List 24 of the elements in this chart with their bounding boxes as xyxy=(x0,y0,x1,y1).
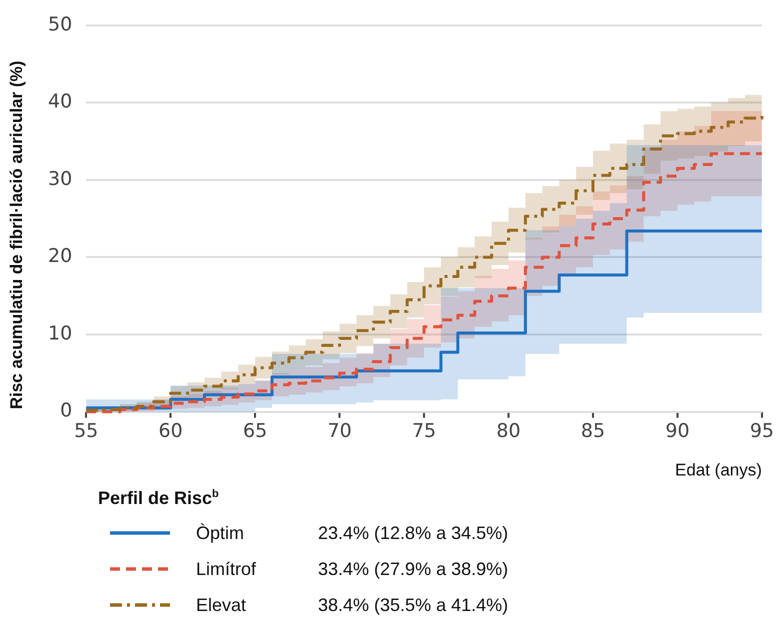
y-tick-label: 40 xyxy=(48,90,72,113)
y-tick-label: 20 xyxy=(48,245,72,268)
x-tick-label: 85 xyxy=(580,420,606,442)
y-axis-title: Risc acumulatiu de fibril·lació auricular (%) xyxy=(7,60,27,410)
text: 38.4% (35.5% a 41.4%) xyxy=(318,594,508,616)
legend-label: Limítrof xyxy=(196,558,258,580)
legend-label: Òptim xyxy=(196,522,246,544)
x-tick-label: 90 xyxy=(665,420,690,442)
y-tick-label: 0 xyxy=(60,400,72,422)
x-tick-label: 80 xyxy=(496,420,521,442)
x-tick-label: 65 xyxy=(243,420,268,442)
x-tick-label: 55 xyxy=(74,420,98,442)
x-tick-label: 60 xyxy=(158,420,183,442)
text: 23.4% (12.8% a 34.5%) xyxy=(318,522,508,544)
legend-title: Perfil de Risc$^{b}$ xyxy=(98,488,220,509)
y-tick-label: 10 xyxy=(48,322,72,344)
legend-label: Elevat xyxy=(196,594,248,616)
text: 33.4% (27.9% a 38.9%) xyxy=(318,558,508,580)
x-axis-title: Edat (anys) xyxy=(674,460,762,480)
y-tick-label: 50 xyxy=(48,13,72,36)
y-tick-label: 30 xyxy=(48,168,72,190)
x-tick-label: 70 xyxy=(327,420,352,442)
x-tick-label: 75 xyxy=(412,420,436,442)
x-tick-label: 95 xyxy=(750,420,774,442)
